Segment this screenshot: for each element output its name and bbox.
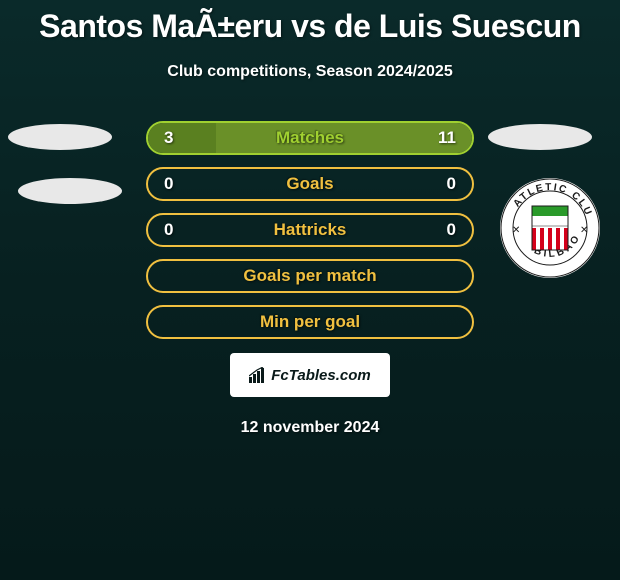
stat-row: Min per goal — [0, 305, 620, 339]
stat-bar: Goals per match — [146, 259, 474, 293]
stat-left-value: 0 — [164, 174, 173, 194]
stat-right-value: 11 — [438, 128, 456, 148]
branding-text: FcTables.com — [271, 367, 370, 384]
stat-fill-right — [216, 123, 472, 153]
stat-bar: Min per goal — [146, 305, 474, 339]
stat-bar: 0 0 Hattricks — [146, 213, 474, 247]
page-title: Santos MaÃ±eru vs de Luis Suescun — [0, 0, 620, 45]
branding-box: FcTables.com — [230, 353, 390, 397]
stat-fill-left — [148, 123, 216, 153]
stat-label: Matches — [276, 128, 344, 148]
stat-bar: 3 11 Matches — [146, 121, 474, 155]
stat-left-value: 0 — [164, 220, 173, 240]
stat-label: Min per goal — [260, 312, 360, 332]
stat-right-value: 0 — [447, 174, 456, 194]
season-subtitle: Club competitions, Season 2024/2025 — [0, 63, 620, 81]
stat-row: 0 0 Goals — [0, 167, 620, 201]
stat-right-value: 0 — [447, 220, 456, 240]
stat-bar: 0 0 Goals — [146, 167, 474, 201]
bar-chart-icon — [249, 367, 267, 383]
stat-row: 3 11 Matches — [0, 121, 620, 155]
stat-row: 0 0 Hattricks — [0, 213, 620, 247]
date-text: 12 november 2024 — [0, 419, 620, 437]
stat-left-value: 3 — [164, 128, 173, 148]
stat-row: Goals per match — [0, 259, 620, 293]
stats-area: 3 11 Matches 0 0 Goals 0 0 Hattricks Goals per ma… — [0, 121, 620, 339]
stat-label: Goals — [286, 174, 333, 194]
stat-label: Goals per match — [243, 266, 376, 286]
stat-label: Hattricks — [274, 220, 347, 240]
